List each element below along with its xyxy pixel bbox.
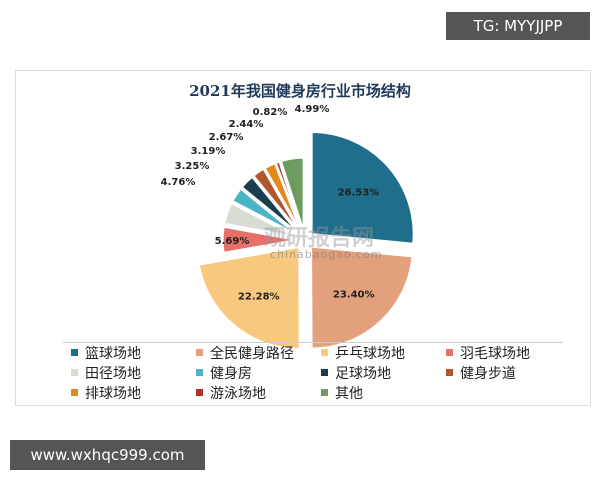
data-label: 26.53% (338, 187, 380, 198)
legend-label: 足球场地 (335, 365, 391, 382)
pie-slice (274, 160, 303, 232)
logo-watermark: 观研报告网 (264, 226, 375, 251)
legend-swatch (71, 369, 78, 376)
pie-slice (310, 245, 414, 350)
legend-item: 健身房 (188, 363, 313, 382)
legend-item: 篮球场地 (63, 343, 188, 362)
legend-item: 其他 (313, 383, 438, 402)
legend-item: 健身步道 (438, 363, 563, 382)
legend-swatch (71, 389, 78, 396)
legend-label: 田径场地 (85, 365, 141, 382)
legend-item: 乒乓球场地 (313, 343, 438, 362)
legend-swatch (196, 349, 203, 356)
legend-label: 其他 (335, 385, 363, 402)
legend-swatch (446, 349, 453, 356)
pie-slice (221, 225, 297, 255)
data-label: 22.28% (238, 291, 280, 302)
legend-swatch (321, 369, 328, 376)
legend-label: 全民健身路径 (210, 345, 294, 362)
legend-label: 篮球场地 (85, 345, 141, 362)
data-label: 2.67% (209, 132, 244, 143)
legend: 篮球场地 全民健身路径 乒乓球场地 羽毛球场地田径场地 健身房 足球场地 健身步道排球场地 游… (63, 342, 563, 402)
legend-swatch (321, 389, 328, 396)
legend-item: 游泳场地 (188, 383, 313, 402)
bottom-watermark: www.wxhqc999.com (10, 440, 205, 470)
legend-swatch (321, 349, 328, 356)
data-label: 2.44% (229, 119, 264, 130)
legend-swatch (446, 369, 453, 376)
legend-label: 游泳场地 (210, 385, 266, 402)
pie-slice (223, 201, 297, 239)
legend-label: 羽毛球场地 (460, 345, 530, 362)
legend-label: 健身房 (210, 365, 252, 382)
data-label: 0.82% (253, 107, 288, 118)
data-label: 4.76% (161, 177, 196, 188)
pie-slice (279, 156, 305, 232)
pie-slice (251, 167, 301, 234)
data-label: 23.40% (333, 289, 375, 300)
legend-swatch (196, 389, 203, 396)
pie-slice (240, 175, 300, 235)
legend-swatch (71, 349, 78, 356)
legend-item: 排球场地 (63, 383, 188, 402)
pie-slice (310, 130, 415, 245)
legend-item: 羽毛球场地 (438, 343, 563, 362)
data-label: 3.25% (175, 161, 210, 172)
pie-slice (197, 245, 301, 350)
data-label: 4.99% (295, 104, 330, 115)
pie-slice (231, 187, 299, 236)
legend-label: 健身步道 (460, 365, 516, 382)
logo-url-watermark: chinabaogao.com (270, 248, 383, 261)
legend-item: 足球场地 (313, 363, 438, 382)
legend-label: 排球场地 (85, 385, 141, 402)
legend-item: 全民健身路径 (188, 343, 313, 362)
top-watermark: TG: MYYJJPP (446, 12, 590, 40)
chart-frame (15, 70, 591, 406)
legend-swatch (196, 369, 203, 376)
legend-label: 乒乓球场地 (335, 345, 405, 362)
data-label: 5.69% (215, 236, 250, 247)
data-label: 3.19% (191, 146, 226, 157)
chart-title: 2021年我国健身房行业市场结构 (189, 82, 411, 100)
legend-item: 田径场地 (63, 363, 188, 382)
